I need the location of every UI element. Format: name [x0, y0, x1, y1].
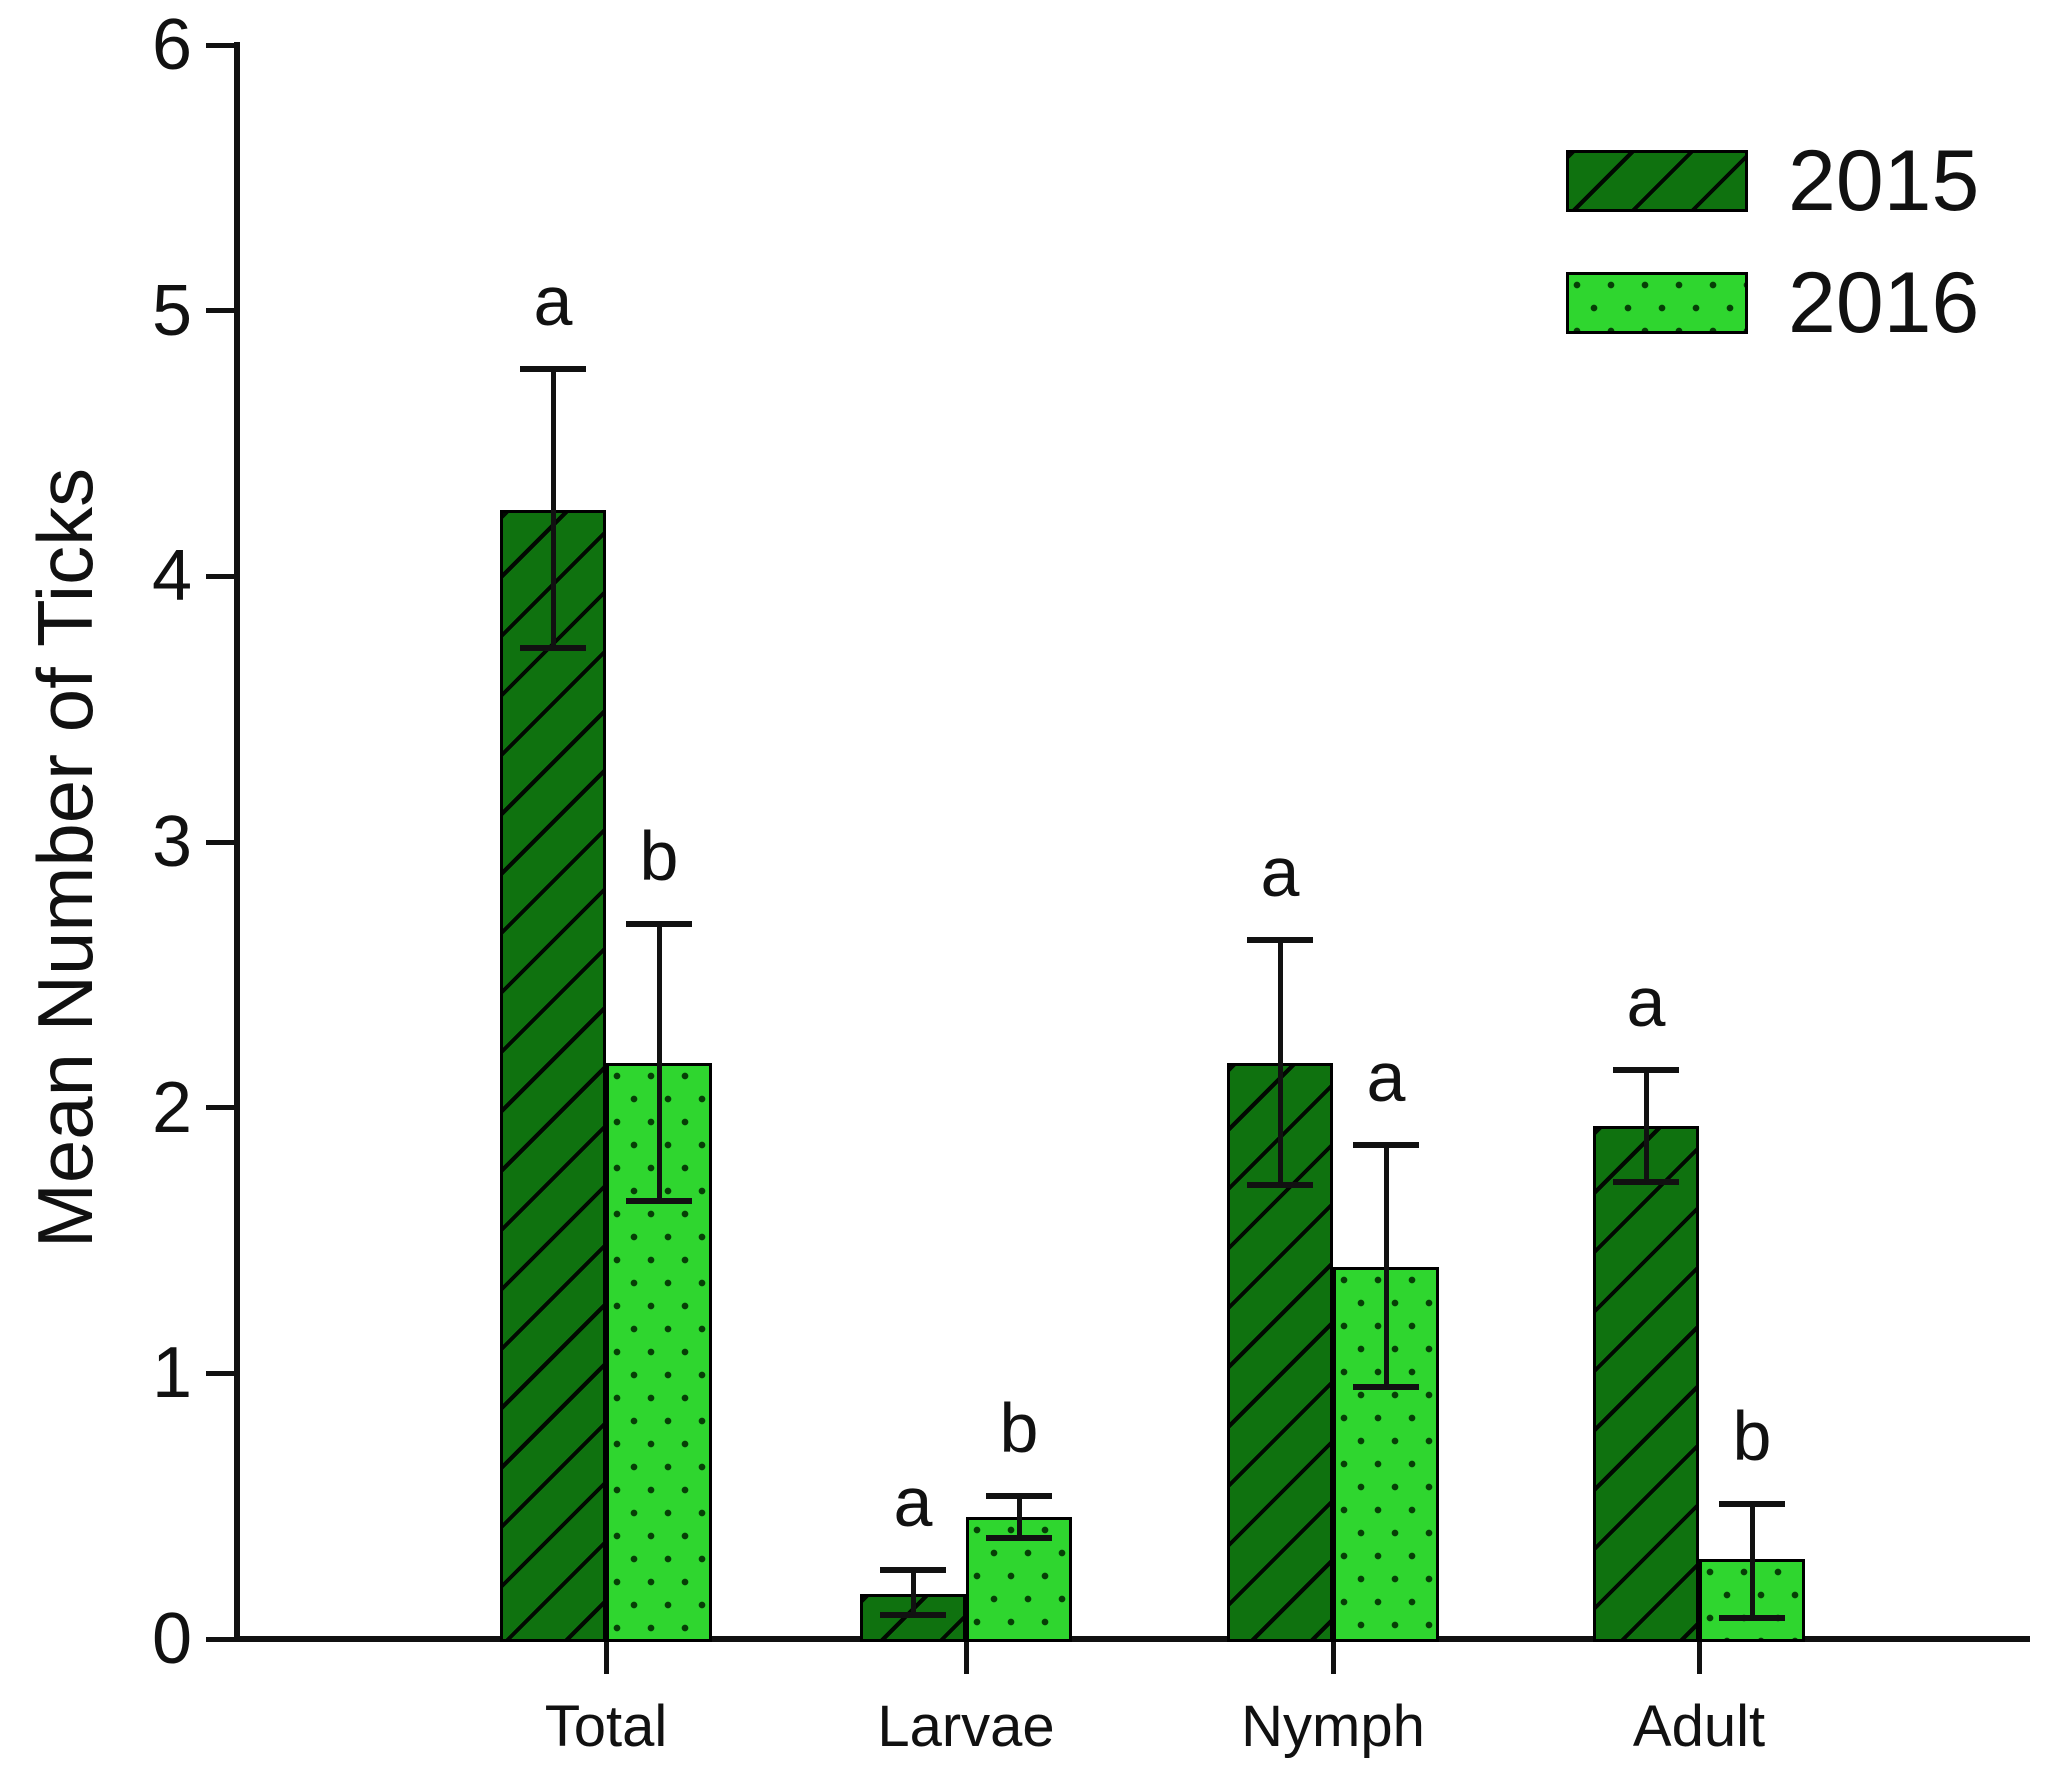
error-bar-stem — [656, 924, 662, 1201]
error-bar-cap-top — [520, 366, 586, 373]
error-bar-cap-bottom — [1719, 1614, 1785, 1621]
significance-letter: b — [999, 1388, 1039, 1467]
bar-2015-adult — [1593, 1126, 1699, 1642]
x-axis-line — [234, 1636, 2030, 1642]
significance-letter: a — [893, 1462, 933, 1541]
significance-letter: a — [533, 262, 573, 341]
category-label: Total — [544, 1694, 668, 1759]
x-tick — [1330, 1642, 1336, 1674]
significance-letter: a — [1260, 833, 1300, 912]
y-tick — [206, 42, 234, 48]
y-tick-label: 1 — [151, 1333, 192, 1414]
y-tick-label: 6 — [151, 5, 192, 85]
y-tick-label: 5 — [151, 270, 192, 351]
error-bar-cap-top — [1353, 1141, 1419, 1148]
legend: 2015 2016 — [1566, 138, 1979, 346]
error-bar-stem — [1277, 940, 1283, 1185]
y-tick — [206, 573, 234, 579]
error-bar-cap-bottom — [626, 1197, 692, 1204]
error-bar-cap-bottom — [520, 645, 586, 652]
bar-2015-total — [500, 509, 606, 1642]
y-tick — [206, 839, 234, 845]
error-bar-cap-bottom — [1353, 1383, 1419, 1390]
legend-label-2016: 2016 — [1788, 255, 1980, 351]
error-bar-cap-top — [1613, 1067, 1679, 1074]
category-label: Nymph — [1241, 1694, 1425, 1759]
significance-letter: b — [1732, 1396, 1772, 1475]
x-tick — [1696, 1642, 1702, 1674]
error-bar-cap-top — [986, 1492, 1052, 1499]
error-bar-cap-top — [1247, 937, 1313, 944]
error-bar-cap-bottom — [880, 1612, 946, 1619]
error-bar-stem — [1643, 1070, 1649, 1183]
x-tick — [603, 1642, 609, 1674]
category-label: Larvae — [877, 1694, 1055, 1759]
legend-row: 2016 — [1566, 260, 1979, 346]
significance-letter: b — [639, 817, 679, 896]
y-tick — [206, 1105, 234, 1111]
error-bar-cap-bottom — [1613, 1179, 1679, 1186]
legend-swatch-2016 — [1566, 272, 1748, 334]
legend-swatch-2015 — [1566, 150, 1748, 212]
error-bar-cap-bottom — [986, 1535, 1052, 1542]
error-bar-stem — [1749, 1503, 1755, 1618]
y-tick — [206, 308, 234, 314]
x-tick — [963, 1642, 969, 1674]
y-axis-line — [234, 42, 240, 1642]
error-bar-stem — [1383, 1144, 1389, 1387]
y-tick — [206, 1370, 234, 1376]
bar-2016-total — [606, 1062, 712, 1642]
y-tick-label: 3 — [151, 802, 192, 882]
error-bar-cap-top — [626, 921, 692, 928]
significance-letter: a — [1626, 963, 1666, 1042]
y-tick-label: 0 — [151, 1599, 192, 1679]
error-bar-cap-top — [1719, 1500, 1785, 1507]
significance-letter: a — [1366, 1037, 1406, 1116]
error-bar-stem — [550, 369, 556, 649]
y-tick-label: 2 — [151, 1067, 192, 1148]
legend-label-2015: 2015 — [1788, 133, 1980, 229]
error-bar-stem — [1016, 1495, 1022, 1539]
error-bar-stem — [910, 1569, 916, 1616]
error-bar-cap-bottom — [1247, 1181, 1313, 1188]
error-bar-cap-top — [880, 1566, 946, 1573]
category-label: Adult — [1632, 1694, 1766, 1759]
y-tick — [206, 1636, 234, 1642]
y-tick-label: 4 — [151, 536, 192, 617]
bar-2015-nymph — [1227, 1062, 1333, 1642]
legend-row: 2015 — [1566, 138, 1979, 224]
